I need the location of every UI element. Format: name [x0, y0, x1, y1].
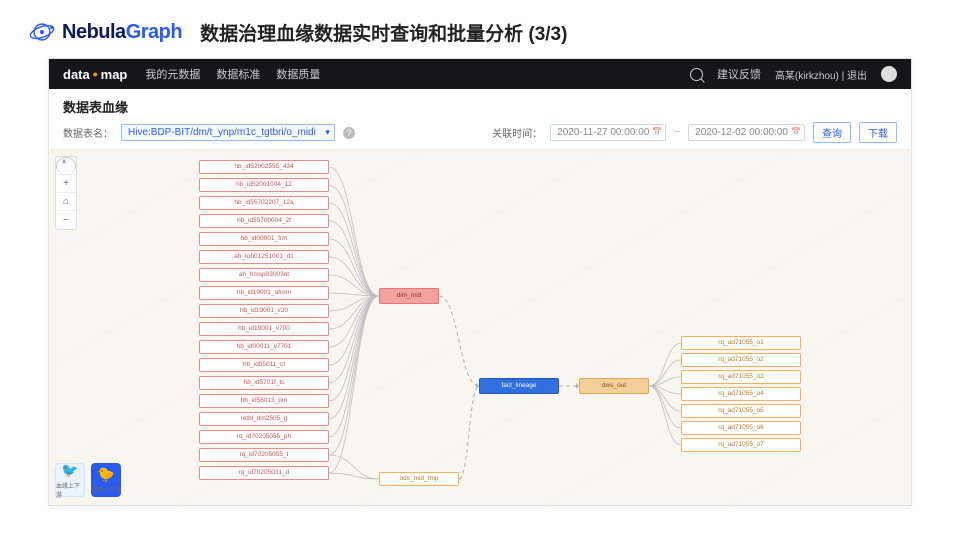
date-to-input[interactable]: 2020-12-02 00:00:00	[688, 124, 805, 141]
lineage-node-source[interactable]: hb_id52001004_12	[199, 178, 329, 192]
lineage-node-target[interactable]: rq_ad71055_o3	[681, 370, 801, 384]
help-icon[interactable]: ?	[343, 127, 355, 139]
nav-item-standard[interactable]: 数据标准	[216, 66, 260, 82]
date-from-input[interactable]: 2020-11-27 00:00:00	[550, 124, 666, 141]
slide-title: 数据治理血缘数据实时查询和批量分析 (3/3)	[200, 19, 567, 46]
time-label: 关联时间：	[492, 125, 542, 140]
lineage-node-right[interactable]: dws_out	[579, 378, 649, 394]
app-screenshot-frame: data • map 我的元数据 数据标准 数据质量 建议反馈 高某(kirkz…	[48, 58, 912, 506]
lineage-node-source[interactable]: hb_id55700004_2f	[199, 214, 329, 228]
legend-buttons: 🐦血缘上下游 🐤同源上下游	[55, 463, 121, 497]
page-subheader: 数据表血缘 数据表名： Hive:BDP-BIT/dm/t_ynp/m1c_tg…	[49, 89, 911, 150]
lineage-node-source[interactable]: hb_id00011_v7701	[199, 340, 329, 354]
zoom-control[interactable]: + ⌂ −	[55, 156, 77, 230]
slide-logo: NebulaGraph	[28, 18, 182, 46]
download-button[interactable]: 下载	[859, 122, 897, 143]
page-title: 数据表血缘	[63, 97, 897, 116]
search-icon[interactable]	[690, 68, 703, 81]
lineage-node-source[interactable]: hb_id19001_v20	[199, 304, 329, 318]
lineage-node-source[interactable]: hb_id00001_frm	[199, 232, 329, 246]
lineage-node-source[interactable]: retbl_dm2505_g	[199, 412, 329, 426]
zoom-reset-button[interactable]: ⌂	[56, 193, 76, 211]
lineage-node-source[interactable]: hb_id52002555_434	[199, 160, 329, 174]
lineage-node-source[interactable]: ah_toh01251001_d1	[199, 250, 329, 264]
lineage-node-target[interactable]: rq_ad71055_o2	[681, 353, 801, 367]
avatar[interactable]	[881, 66, 897, 82]
top-nav: 我的元数据 数据标准 数据质量	[145, 66, 320, 82]
lineage-node-mid[interactable]: dim_mid	[379, 288, 439, 304]
lineage-node-source[interactable]: rq_id70205031_d	[199, 466, 329, 480]
lineage-node-mid[interactable]: ods_mid_tmp	[379, 472, 459, 486]
lineage-node-target[interactable]: rq_ad71055_o4	[681, 387, 801, 401]
lineage-node-target[interactable]: rq_ad71055_o1	[681, 336, 801, 350]
lineage-node-source[interactable]: hb_id19001_v700	[199, 322, 329, 336]
nebula-logo-icon	[28, 18, 56, 46]
logo-text: NebulaGraph	[62, 21, 182, 44]
legend-sameorigin-button[interactable]: 🐤同源上下游	[91, 463, 121, 497]
brand-left: data	[63, 67, 90, 82]
nav-item-metadata[interactable]: 我的元数据	[145, 66, 200, 82]
lineage-node-source[interactable]: hb_id19001_aform	[199, 286, 329, 300]
lineage-node-source[interactable]: rq_id70205055_t	[199, 448, 329, 462]
lineage-node-center[interactable]: fact_lineage	[479, 378, 559, 394]
user-label[interactable]: 高某(kirkzhou) | 退出	[775, 67, 867, 82]
lineage-node-source[interactable]: rq_id70205055_ph	[199, 430, 329, 444]
table-select[interactable]: Hive:BDP-BIT/dm/t_ynp/m1c_tgtbri/o_midi	[121, 124, 335, 141]
lineage-node-source[interactable]: hb_id55011_cf	[199, 358, 329, 372]
query-button[interactable]: 查询	[813, 122, 851, 143]
brand-right: map	[101, 67, 128, 82]
table-label: 数据表名：	[63, 125, 113, 140]
filter-row: 数据表名： Hive:BDP-BIT/dm/t_ynp/m1c_tgtbri/o…	[63, 122, 897, 143]
lineage-node-source[interactable]: hb_id5701f_tc	[199, 376, 329, 390]
nav-item-quality[interactable]: 数据质量	[276, 66, 320, 82]
date-range-separator: ~	[674, 127, 680, 138]
lineage-node-target[interactable]: rq_ad71055_o5	[681, 404, 801, 418]
lineage-node-source[interactable]: hb_id56013_pm	[199, 394, 329, 408]
feedback-link[interactable]: 建议反馈	[717, 66, 761, 82]
zoom-out-button[interactable]: −	[56, 211, 76, 229]
compass-icon[interactable]	[56, 157, 76, 175]
lineage-node-source[interactable]: ah_hmsp03003nt	[199, 268, 329, 282]
legend-upstream-button[interactable]: 🐦血缘上下游	[55, 463, 85, 497]
lineage-node-target[interactable]: rq_ad71055_o6	[681, 421, 801, 435]
zoom-in-button[interactable]: +	[56, 175, 76, 193]
lineage-node-target[interactable]: rq_ad71055_o7	[681, 438, 801, 452]
lineage-canvas[interactable]: + ⌂ − hb_id52002555_434 hb_id52001004_12h…	[49, 150, 911, 505]
app-brand[interactable]: data • map	[63, 67, 127, 82]
app-topbar: data • map 我的元数据 数据标准 数据质量 建议反馈 高某(kirkz…	[49, 59, 911, 89]
lineage-node-source[interactable]: hb_id55702207_12a	[199, 196, 329, 210]
